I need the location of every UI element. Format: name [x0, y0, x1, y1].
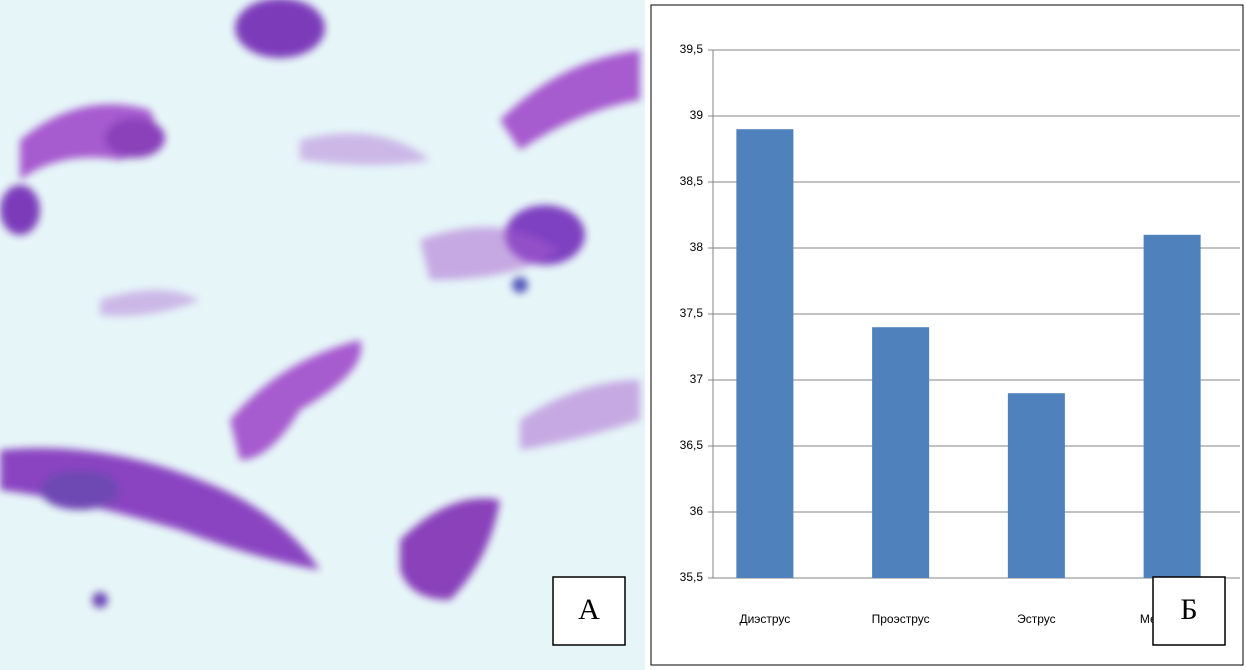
cell [40, 470, 120, 510]
bar [1007, 393, 1065, 578]
micrograph: А [0, 0, 645, 670]
y-tick-label: 39,5 [680, 42, 704, 56]
cell [400, 498, 500, 600]
cell [100, 290, 200, 316]
y-tick-label: 38,5 [680, 174, 704, 188]
cell [300, 133, 430, 165]
x-tick-label: Проэструс [872, 612, 930, 626]
panel-label: А [578, 593, 600, 626]
bar [1143, 234, 1201, 579]
y-tick-label: 36 [690, 504, 704, 518]
cell [420, 227, 560, 280]
bar [736, 129, 794, 578]
bar [872, 327, 930, 578]
cell [105, 118, 165, 158]
stained-cells [0, 0, 640, 608]
y-tick-label: 39 [690, 108, 704, 122]
cell [520, 380, 640, 450]
y-tick-label: 36,5 [680, 438, 704, 452]
cell [512, 277, 528, 293]
x-tick-label: Эструс [1017, 612, 1056, 626]
cell [500, 50, 640, 150]
cell [235, 0, 325, 58]
chart: 35,5 36 36,5 37 37,5 38 38,5 39 39,5 Диэструс Проэ… [650, 4, 1244, 666]
y-tick-label: 38 [690, 240, 704, 254]
y-tick-label: 35,5 [680, 570, 704, 584]
panel-label: Б [1180, 593, 1197, 626]
overlay: Б [1152, 576, 1226, 646]
panel-label-box [552, 576, 626, 646]
cell [230, 340, 362, 460]
panel-label-box [1152, 576, 1226, 646]
x-tick-label: Диэструс [739, 612, 790, 626]
cell [0, 185, 40, 235]
cell [92, 592, 108, 608]
y-tick-label: 37 [690, 372, 704, 386]
y-tick-label: 37,5 [680, 306, 704, 320]
